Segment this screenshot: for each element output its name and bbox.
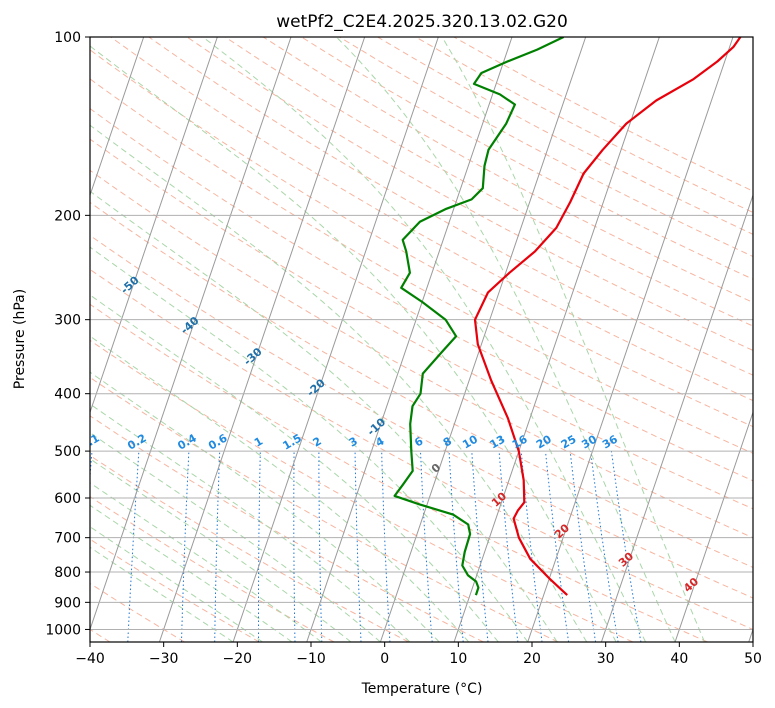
y-tick-label: 800 <box>54 565 81 581</box>
moist-adiabat-line <box>90 432 381 642</box>
moist-adiabat-line <box>202 37 647 642</box>
x-tick-label: −40 <box>75 651 105 667</box>
y-tick-label: 700 <box>54 531 81 547</box>
dry-adiabat-line <box>90 415 484 642</box>
moist-adiabat-line <box>441 37 705 642</box>
dry-adiabat-line <box>90 582 185 642</box>
moist-adiabat-line <box>90 294 499 642</box>
moist-adiabat-line <box>90 190 558 642</box>
isotherm-label: -70 <box>2 181 26 204</box>
x-tick-label: 20 <box>523 651 541 667</box>
moist-adiabat-line <box>90 403 411 642</box>
dry-adiabat-line <box>90 376 559 642</box>
x-tick-label: 30 <box>597 651 615 667</box>
mixing-ratio-line <box>590 451 619 642</box>
mixing-ratio-line <box>471 451 489 642</box>
y-axis-label: Pressure (hPa) <box>12 289 28 389</box>
profile-lines <box>393 37 742 596</box>
isotherm-line <box>453 37 660 642</box>
moist-adiabat-line <box>90 246 529 642</box>
y-tick-label: 1000 <box>45 622 81 638</box>
dry-adiabat-line <box>90 234 753 599</box>
dry-adiabat-line <box>186 37 753 351</box>
dry-adiabat-line <box>90 201 753 568</box>
dry-adiabat-line <box>90 538 260 642</box>
plot-frame <box>89 36 754 643</box>
isotherm-line <box>674 410 753 642</box>
y-tick-label: 100 <box>54 30 81 46</box>
isotherm-line <box>90 37 292 632</box>
mixing-ratio-line <box>545 451 570 642</box>
background-lines <box>0 37 753 642</box>
dry-adiabat-line <box>90 268 753 630</box>
dry-adiabat-line <box>90 169 753 539</box>
x-tick-label: 40 <box>670 651 688 667</box>
dry-adiabat-line <box>90 339 634 642</box>
moist-adiabat-line <box>90 504 293 642</box>
isotherm-line <box>158 37 366 642</box>
mixing-ratio-line <box>610 451 642 642</box>
x-tick-label: −20 <box>223 651 253 667</box>
moist-adiabat-line <box>90 482 322 642</box>
isotherm-line <box>90 37 145 197</box>
x-tick-label: 0 <box>380 651 389 667</box>
isotherm-line <box>306 37 513 642</box>
isotherm-line <box>379 37 587 642</box>
moist-adiabat-line <box>90 45 617 642</box>
y-tick-label: 600 <box>54 491 81 507</box>
dry-adiabat-line <box>90 138 753 510</box>
x-tick-label: −30 <box>149 651 179 667</box>
y-tick-label: 200 <box>54 208 81 224</box>
mixing-ratio-line <box>498 451 519 642</box>
dry-adiabat-line <box>110 37 753 402</box>
dry-adiabat-line <box>90 303 708 642</box>
chart-title: wetPf2_C2E4.2025.320.13.02.G20 <box>276 12 568 32</box>
y-tick-label: 900 <box>54 595 81 611</box>
isotherm-line <box>0 37 70 642</box>
x-axis-label: Temperature (°C) <box>361 681 483 697</box>
dewpoint-line <box>393 37 565 596</box>
moist-adiabat-line <box>90 526 263 642</box>
x-tick-label: 50 <box>744 651 762 667</box>
dry-adiabat-line <box>90 49 753 428</box>
isotherm-label: -60 <box>59 231 83 254</box>
isotherm-line <box>527 37 734 642</box>
temperature-line <box>473 37 742 596</box>
mixing-ratio-line <box>569 451 597 642</box>
isotherm-line <box>232 37 439 642</box>
mixing-ratio-label: 0.1 <box>78 432 101 453</box>
dry-adiabat-line <box>224 37 753 327</box>
x-tick-label: −10 <box>296 651 326 667</box>
plot-background <box>90 37 753 642</box>
isotherm-line <box>90 37 218 414</box>
moist-adiabat-line <box>90 371 440 642</box>
y-tick-label: 500 <box>54 444 81 460</box>
moist-adiabat-line <box>90 124 588 642</box>
mixing-ratio-line <box>448 451 464 642</box>
y-tick-label: 400 <box>54 387 81 403</box>
x-tick-label: 10 <box>449 651 467 667</box>
y-tick-label: 300 <box>54 313 81 329</box>
axes: −40 −30 −20 −10 0 10 20 30 40 50 100 200 300 400 500 60… <box>45 30 762 667</box>
mixing-ratio-line <box>520 451 543 642</box>
isotherm-line <box>600 193 753 642</box>
